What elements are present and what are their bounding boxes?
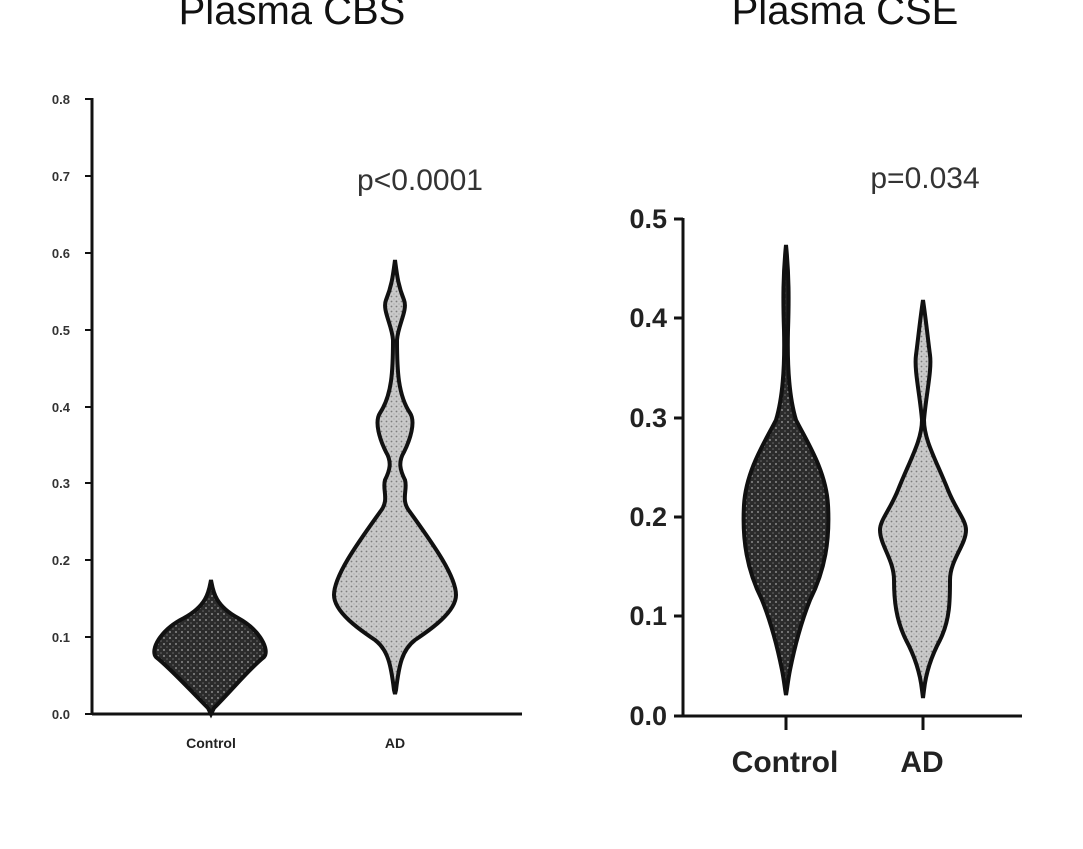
cbs-ytick-label-1: 0.1 (52, 630, 70, 645)
cse-ytick-label-1: 0.1 (629, 601, 667, 631)
cbs-panel: Plasma CBS p<0.0001 0.0 0.1 0.2 0.3 0.4 … (52, 0, 522, 751)
cse-ytick-label-3: 0.3 (629, 403, 667, 433)
cbs-category-ad: AD (385, 735, 405, 751)
cbs-ytick-label-5: 0.5 (52, 323, 70, 338)
cse-ytick-label-0: 0.0 (629, 701, 667, 731)
cse-ad-violin (877, 299, 969, 699)
cbs-ytick-label-6: 0.6 (52, 246, 70, 261)
cse-ytick-label-2: 0.2 (629, 502, 667, 532)
cbs-ytick-label-7: 0.7 (52, 169, 70, 184)
cbs-title: Plasma CBS (179, 0, 406, 33)
cse-ytick-label-5: 0.5 (629, 204, 667, 234)
cse-p-value: p=0.034 (870, 162, 979, 195)
cbs-y-ticks: 0.0 0.1 0.2 0.3 0.4 0.5 0.6 0.7 0.8 (52, 92, 92, 722)
cbs-control-violin (152, 579, 268, 719)
cse-title: Plasma CSE (732, 0, 959, 33)
cbs-ytick-label-2: 0.2 (52, 553, 70, 568)
cse-panel: Plasma CSE p=0.034 0.0 0.1 0.2 0.3 0.4 0… (629, 0, 1022, 779)
cse-category-control: Control (732, 746, 839, 779)
cbs-ytick-label-3: 0.3 (52, 476, 70, 491)
cse-ytick-label-4: 0.4 (629, 303, 667, 333)
cbs-ytick-label-4: 0.4 (52, 400, 71, 415)
cbs-ytick-label-0: 0.0 (52, 707, 70, 722)
cbs-p-value: p<0.0001 (357, 164, 483, 197)
cse-y-ticks: 0.0 0.1 0.2 0.3 0.4 0.5 (629, 204, 683, 731)
cbs-ad-violin (331, 259, 459, 695)
cbs-ytick-label-8: 0.8 (52, 92, 70, 107)
cse-category-ad: AD (900, 746, 943, 779)
cbs-category-control: Control (186, 735, 236, 751)
cse-control-violin (741, 244, 831, 696)
